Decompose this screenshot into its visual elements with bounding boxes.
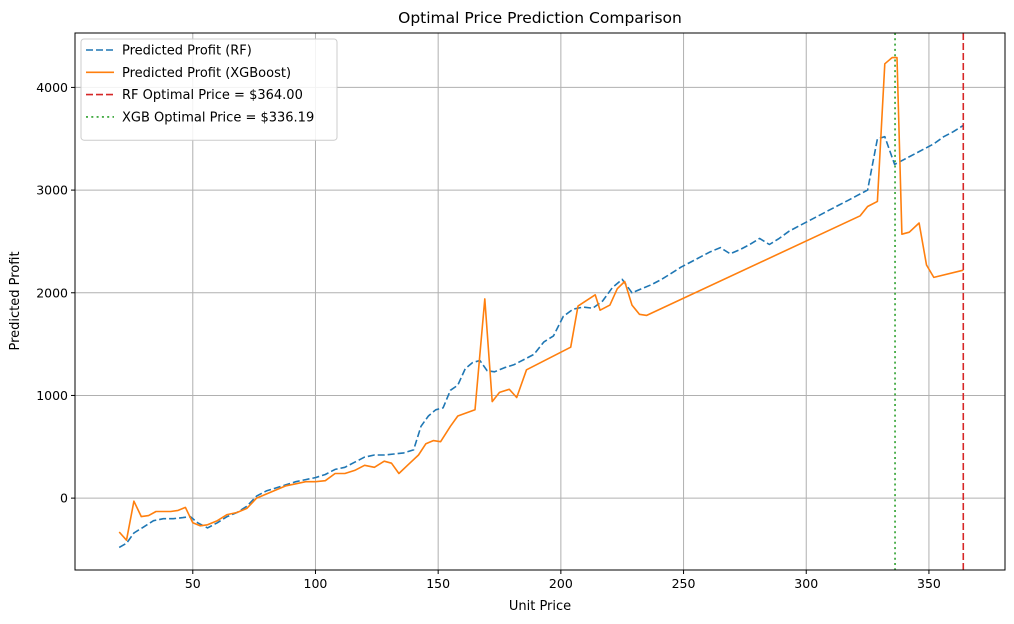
- legend-label: XGB Optimal Price = $336.19: [122, 110, 314, 125]
- legend: Predicted Profit (RF) Predicted Profit (X…: [80, 38, 338, 141]
- y-tick-label: 1000: [36, 388, 68, 403]
- axis-ticks: 50 100 150 200 250 300 350 0 1000 2000 3000 4000: [36, 80, 941, 591]
- y-axis-label: Predicted Profit: [8, 251, 23, 350]
- grid: [75, 33, 1005, 570]
- x-tick-label: 300: [794, 576, 818, 591]
- x-tick-label: 200: [549, 576, 573, 591]
- chart-title: Optimal Price Prediction Comparison: [398, 9, 682, 27]
- x-tick-label: 50: [185, 576, 201, 591]
- legend-label: Predicted Profit (RF): [122, 44, 252, 59]
- plot-lines: [118, 56, 964, 549]
- x-tick-label: 100: [304, 576, 328, 591]
- legend-label: Predicted Profit (XGBoost): [122, 66, 291, 81]
- axes-frame: [74, 32, 1006, 571]
- y-tick-label: 0: [60, 491, 68, 506]
- y-tick-label: 3000: [36, 183, 68, 198]
- y-tick-label: 4000: [36, 80, 68, 95]
- legend-box: [80, 38, 338, 141]
- series-line-rf: [118, 124, 964, 549]
- y-tick-label: 2000: [36, 285, 68, 300]
- x-tick-label: 350: [917, 576, 941, 591]
- x-tick-label: 250: [672, 576, 696, 591]
- series-line-xgboost: [118, 56, 964, 542]
- x-tick-label: 150: [426, 576, 450, 591]
- legend-label: RF Optimal Price = $364.00: [122, 88, 303, 103]
- x-axis-label: Unit Price: [509, 599, 571, 614]
